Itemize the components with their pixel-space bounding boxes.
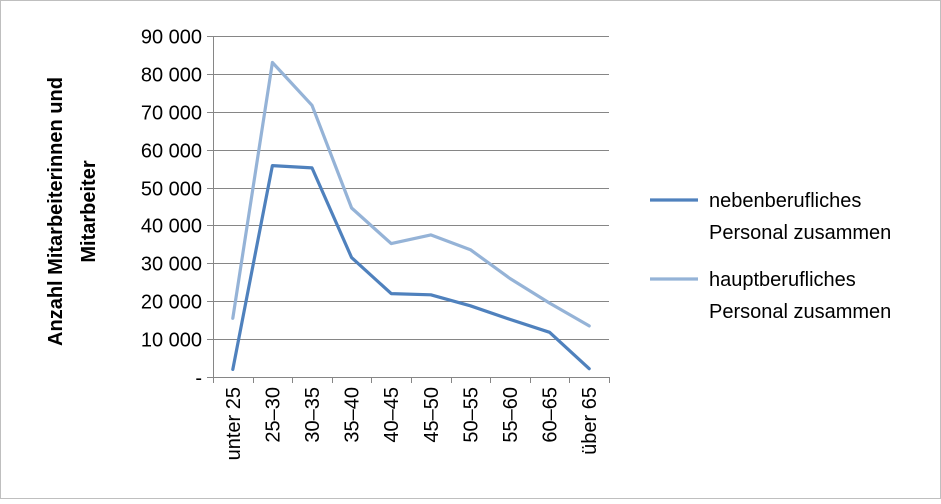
- y-tick-label: 30 000: [141, 254, 202, 276]
- series-lines: [231, 60, 591, 371]
- x-tick-label: 40–45: [381, 387, 403, 443]
- legend-label: Personal zusammen: [709, 222, 891, 244]
- y-tick-label: 70 000: [141, 103, 202, 125]
- y-tick-label: -: [195, 368, 202, 390]
- legend-label: Personal zusammen: [709, 301, 891, 323]
- axis-titles: Anzahl Mitarbeiterinnen und Mitarbeiter: [45, 77, 100, 346]
- x-tick-label: 35–40: [342, 387, 364, 443]
- x-tick-label: 45–50: [421, 387, 443, 443]
- gridlines: [213, 36, 609, 340]
- x-tick-label: 50–55: [460, 387, 482, 443]
- legend-label: hauptberufliches: [709, 269, 856, 291]
- y-tick-label: 80 000: [141, 65, 202, 87]
- x-tick-label: 25–30: [262, 387, 284, 443]
- x-tick-label: unter 25: [223, 387, 245, 460]
- x-tick-label: 30–35: [302, 387, 324, 443]
- x-tick-label: 60–65: [540, 387, 562, 443]
- legend: nebenberufliches Personal zusammen hauptbe…: [650, 190, 891, 323]
- y-tick-label: 10 000: [141, 330, 202, 352]
- series-line-2: [231, 60, 591, 328]
- x-tick-label: über 65: [579, 387, 601, 455]
- series-line-1: [231, 164, 591, 371]
- y-tick-label: 50 000: [141, 179, 202, 201]
- y-axis-title: Mitarbeiter: [78, 160, 100, 262]
- y-tick-label: 90 000: [141, 27, 202, 49]
- x-tick-label: 55–60: [500, 387, 522, 443]
- y-tick-label: 20 000: [141, 292, 202, 314]
- y-axis-title: Anzahl Mitarbeiterinnen und: [45, 77, 67, 346]
- legend-label: nebenberufliches: [709, 190, 861, 212]
- y-tick-label: 60 000: [141, 141, 202, 163]
- y-tick-label: 40 000: [141, 216, 202, 238]
- axes: - 10 000 20 000 30 000 40 000 50 000 60 000 70 …: [141, 27, 610, 460]
